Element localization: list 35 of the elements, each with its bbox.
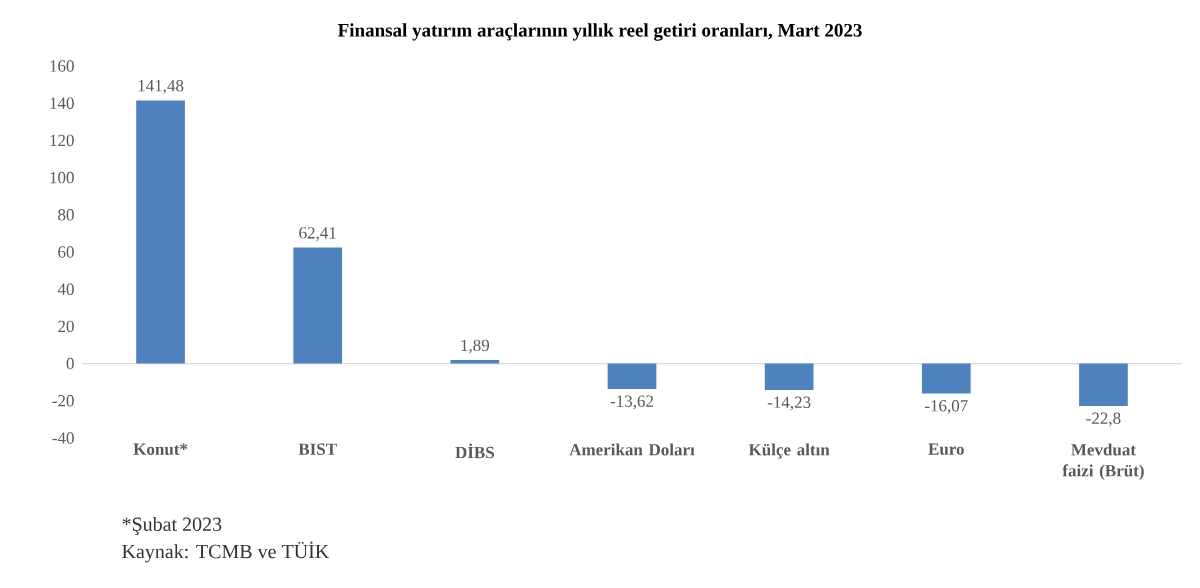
x-tick-label: Külçe altın bbox=[748, 443, 830, 459]
data-label: 62,41 bbox=[299, 227, 336, 241]
data-label: -13,62 bbox=[610, 395, 654, 410]
y-tick-label: 40 bbox=[57, 283, 74, 295]
bar bbox=[293, 247, 343, 364]
y-tick-label: 120 bbox=[50, 134, 74, 147]
x-tick-label: Amerikan Doları bbox=[569, 443, 695, 456]
x-tick-label: Mevduat faizi (Brüt) bbox=[1062, 443, 1144, 480]
bar bbox=[607, 363, 657, 389]
bar bbox=[764, 363, 814, 391]
data-label: -16,07 bbox=[924, 400, 968, 414]
y-tick-label: -40 bbox=[52, 432, 74, 444]
bar bbox=[450, 360, 500, 364]
y-tick-label: 100 bbox=[50, 171, 74, 184]
x-tick-label: Euro bbox=[928, 443, 964, 455]
data-label: 141,48 bbox=[138, 79, 184, 94]
y-tick-label: 0 bbox=[66, 357, 74, 370]
text: Kaynak: TCMB ve TÜİK bbox=[122, 541, 330, 563]
data-label: -14,23 bbox=[767, 396, 811, 411]
y-tick-label: -20 bbox=[52, 395, 74, 407]
y-tick-label: 80 bbox=[58, 209, 74, 221]
bar bbox=[136, 100, 185, 364]
bar bbox=[921, 363, 971, 394]
y-tick-label: 20 bbox=[58, 320, 74, 333]
y-tick-label: 160 bbox=[50, 60, 74, 72]
data-label: -22,8 bbox=[1086, 412, 1121, 427]
bar bbox=[1079, 363, 1128, 406]
x-tick-label: BIST bbox=[298, 443, 337, 455]
x-tick-label: DİBS bbox=[455, 443, 494, 459]
y-tick-label: 140 bbox=[50, 97, 74, 109]
data-label: 1,89 bbox=[461, 339, 490, 354]
x-tick-label: Konut* bbox=[133, 443, 188, 455]
text: *Şubat 2023 bbox=[122, 516, 222, 536]
chart-title: Finansal yatırım araçlarının yıllık reel getiri oranları, Mart 2023 bbox=[337, 23, 862, 41]
y-tick-label: 60 bbox=[58, 246, 74, 258]
